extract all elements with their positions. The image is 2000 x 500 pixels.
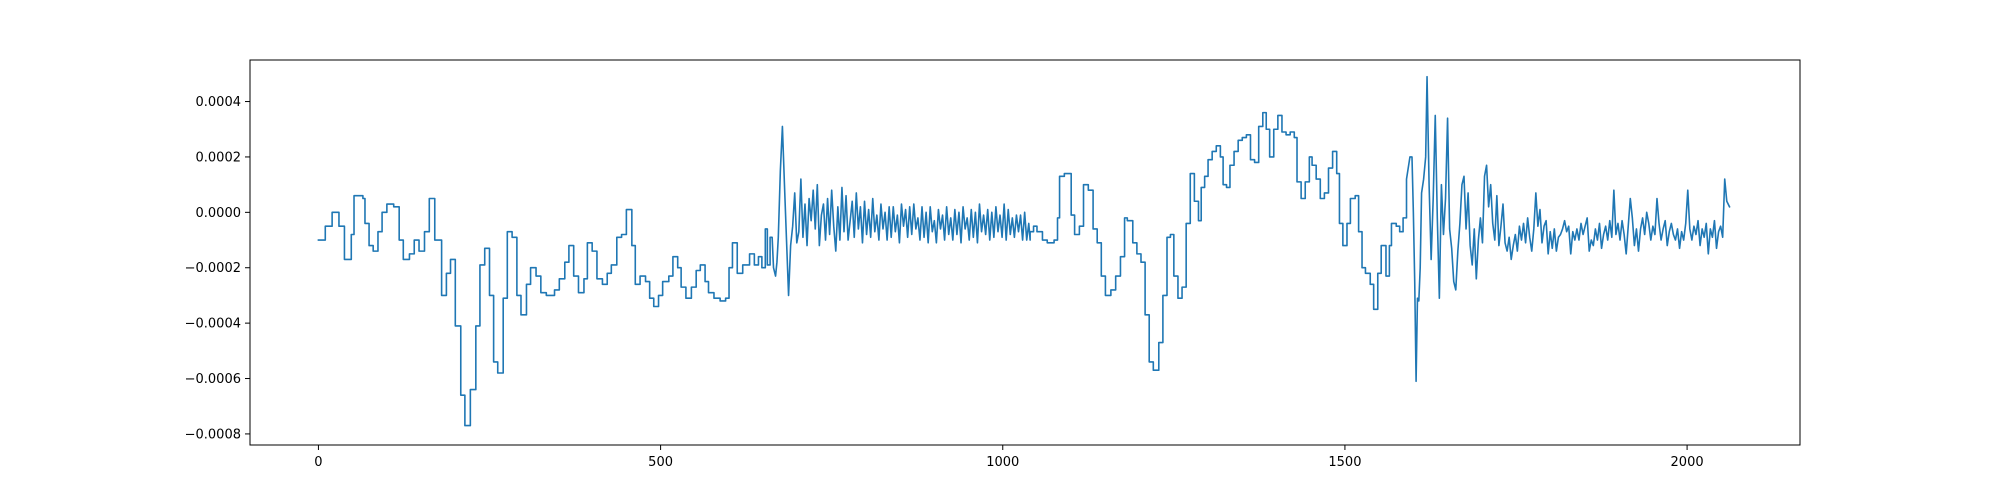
plot-area xyxy=(317,75,1731,427)
x-tick-label: 0 xyxy=(314,455,322,470)
y-tick-label: −0.0002 xyxy=(185,261,241,276)
y-axis: −0.0008 −0.0006 −0.0004 −0.0002 0.0000 0.0002… xyxy=(185,95,250,442)
x-axis: 0 500 1000 1500 2000 xyxy=(314,445,1704,470)
axes-frame xyxy=(249,59,1801,446)
x-tick-label: 500 xyxy=(648,455,673,470)
y-tick-label: 0.0004 xyxy=(196,95,242,110)
y-tick-label: 0.0000 xyxy=(196,206,242,221)
x-tick-label: 2000 xyxy=(1671,455,1704,470)
x-tick-label: 1500 xyxy=(1328,455,1361,470)
y-tick-label: 0.0002 xyxy=(196,150,242,165)
series-line-0 xyxy=(317,75,1731,427)
y-tick-label: −0.0006 xyxy=(185,372,241,387)
x-tick-label: 1000 xyxy=(986,455,1019,470)
y-tick-label: −0.0004 xyxy=(185,317,241,332)
y-tick-label: −0.0008 xyxy=(185,427,241,442)
